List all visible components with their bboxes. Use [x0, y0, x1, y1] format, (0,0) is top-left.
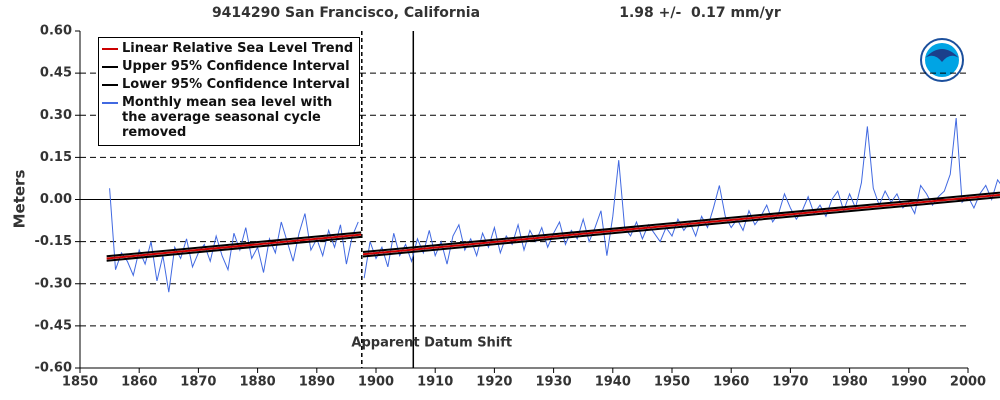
- x-tick-label: 1860: [121, 375, 157, 390]
- x-tick-label: 1910: [417, 375, 453, 390]
- y-tick-label: -0.45: [35, 318, 72, 333]
- x-tick-label: 1940: [595, 375, 631, 390]
- legend-swatch: [102, 102, 118, 104]
- y-tick-label: 0.45: [40, 66, 72, 81]
- legend-label: Monthly mean sea level with the average …: [122, 95, 333, 140]
- x-tick-label: 1890: [299, 375, 335, 390]
- y-tick-label: 0.30: [40, 108, 72, 123]
- noaa-logo: [920, 38, 964, 82]
- x-tick-label: 2000: [950, 375, 986, 390]
- y-tick-label: -0.60: [35, 361, 72, 376]
- legend-swatch: [102, 84, 118, 86]
- annotation: Apparent Datum Shift: [351, 336, 512, 351]
- legend-entry: Upper 95% Confidence Interval: [99, 59, 359, 74]
- y-tick-label: 0.60: [40, 24, 72, 39]
- x-tick-label: 1930: [536, 375, 572, 390]
- legend-label: Lower 95% Confidence Interval: [122, 77, 350, 92]
- x-tick-label: 1980: [832, 375, 868, 390]
- x-tick-label: 1990: [891, 375, 927, 390]
- y-axis-label: Meters: [11, 170, 29, 229]
- legend-entry: Linear Relative Sea Level Trend: [99, 41, 359, 56]
- legend: Linear Relative Sea Level Trend Upper 95%…: [98, 37, 360, 146]
- trend-line: [106, 196, 1000, 262]
- x-tick-label: 1970: [772, 375, 808, 390]
- x-tick-label: 1880: [240, 375, 276, 390]
- legend-label: Linear Relative Sea Level Trend: [122, 41, 354, 56]
- y-tick-label: -0.15: [35, 234, 72, 249]
- x-tick-label: 1870: [180, 375, 216, 390]
- chart-title: 9414290 San Francisco, California: [212, 5, 480, 21]
- y-tick-label: -0.30: [35, 276, 72, 291]
- x-tick-label: 1900: [358, 375, 394, 390]
- legend-swatch: [102, 48, 118, 50]
- legend-label: Upper 95% Confidence Interval: [122, 59, 350, 74]
- y-tick-label: 0.00: [40, 192, 72, 207]
- trend-line: [106, 193, 1000, 260]
- chart-subtitle: 1.98 +/- 0.17 mm/yr: [619, 5, 781, 21]
- y-tick-label: 0.15: [40, 150, 72, 165]
- x-tick-label: 1960: [713, 375, 749, 390]
- legend-swatch: [102, 66, 118, 68]
- x-tick-label: 1920: [476, 375, 512, 390]
- trend-line: [106, 191, 1000, 258]
- x-tick-label: 1850: [62, 375, 98, 390]
- x-tick-label: 1950: [654, 375, 690, 390]
- legend-entry: Monthly mean sea level with the average …: [99, 95, 359, 140]
- legend-entry: Lower 95% Confidence Interval: [99, 77, 359, 92]
